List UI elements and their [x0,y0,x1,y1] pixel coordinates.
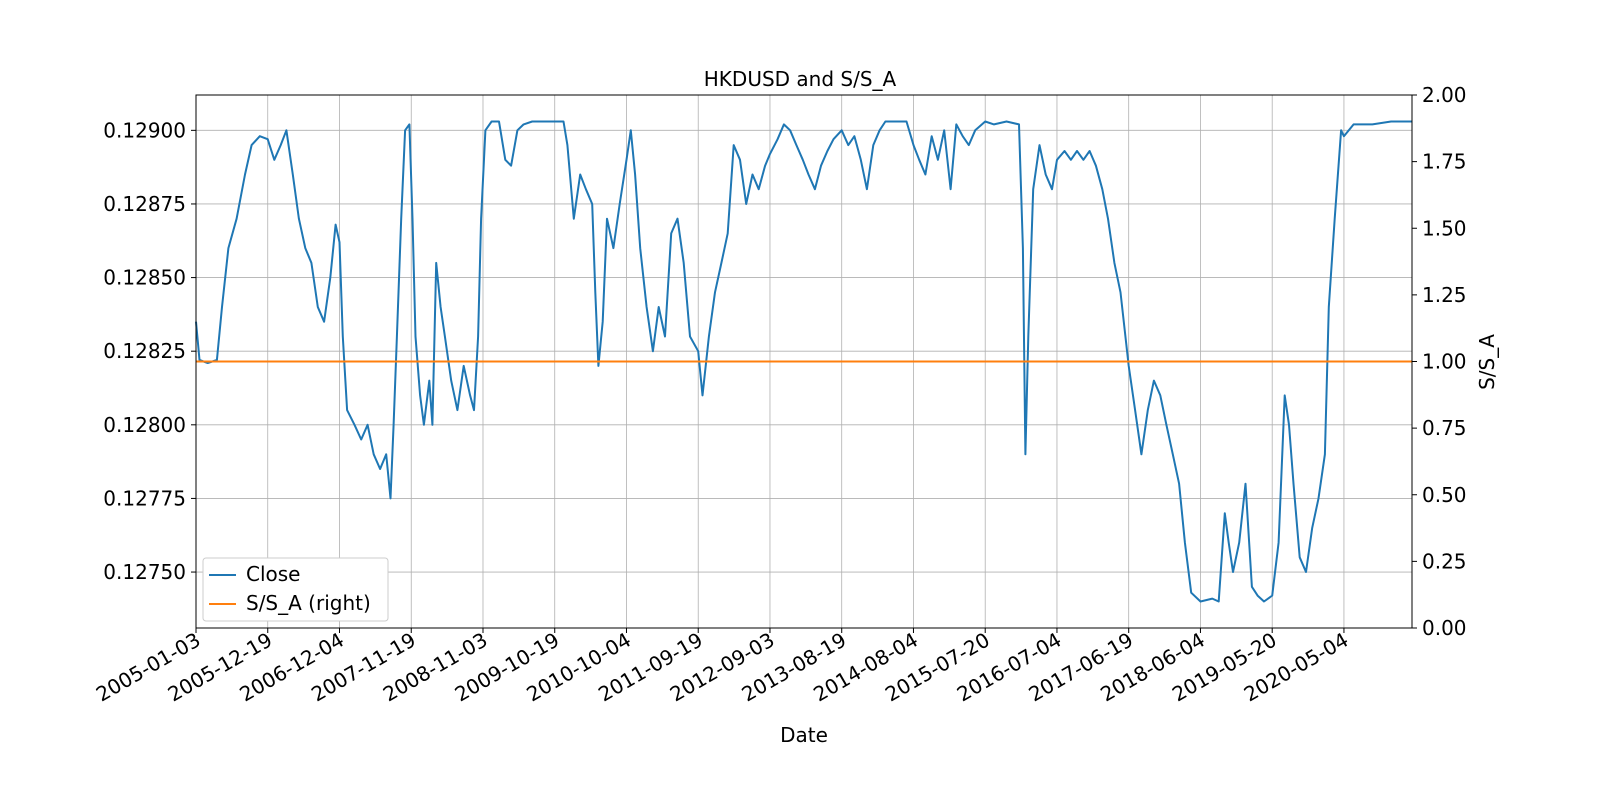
y-left-tick-label: 0.12900 [103,118,186,142]
y-left-tick-label: 0.12775 [103,486,186,510]
y-left-tick-label: 0.12875 [103,192,186,216]
y-right-tick-label: 2.00 [1422,83,1467,107]
x-axis: 2005-01-032005-12-192006-12-042007-11-19… [92,628,1353,707]
y-left-tick-label: 0.12825 [103,339,186,363]
y-axis-left: 0.12750 0.12775 0.12800 0.12825 0.12850 0.128… [103,118,196,584]
legend: Close S/S_A (right) [202,557,389,622]
legend-box [202,557,389,622]
legend-label-close: Close [246,562,300,586]
plot-area [195,120,1412,603]
y-right-tick-label: 0.75 [1422,416,1467,440]
chart-title: HKDUSD and S/S_A [704,67,897,91]
y-right-tick-label: 1.00 [1422,350,1467,374]
y-right-tick-label: 0.25 [1422,549,1467,573]
legend-label-ssa: S/S_A (right) [246,591,371,615]
y-axis-right-title: S/S_A [1475,334,1499,390]
y-left-tick-label: 0.12850 [103,266,186,290]
y-right-tick-label: 0.00 [1422,616,1467,640]
y-left-tick-label: 0.12750 [103,560,186,584]
series-line-close [195,120,1412,603]
y-axis-right: 0.00 0.25 0.50 0.75 1.00 1.25 1.50 1.75 2.00 [1412,83,1467,640]
y-right-tick-label: 1.75 [1422,150,1467,174]
y-right-tick-label: 0.50 [1422,483,1467,507]
y-left-tick-label: 0.12800 [103,413,186,437]
y-right-tick-label: 1.25 [1422,283,1467,307]
y-right-tick-label: 1.50 [1422,216,1467,240]
x-axis-title: Date [780,723,828,747]
